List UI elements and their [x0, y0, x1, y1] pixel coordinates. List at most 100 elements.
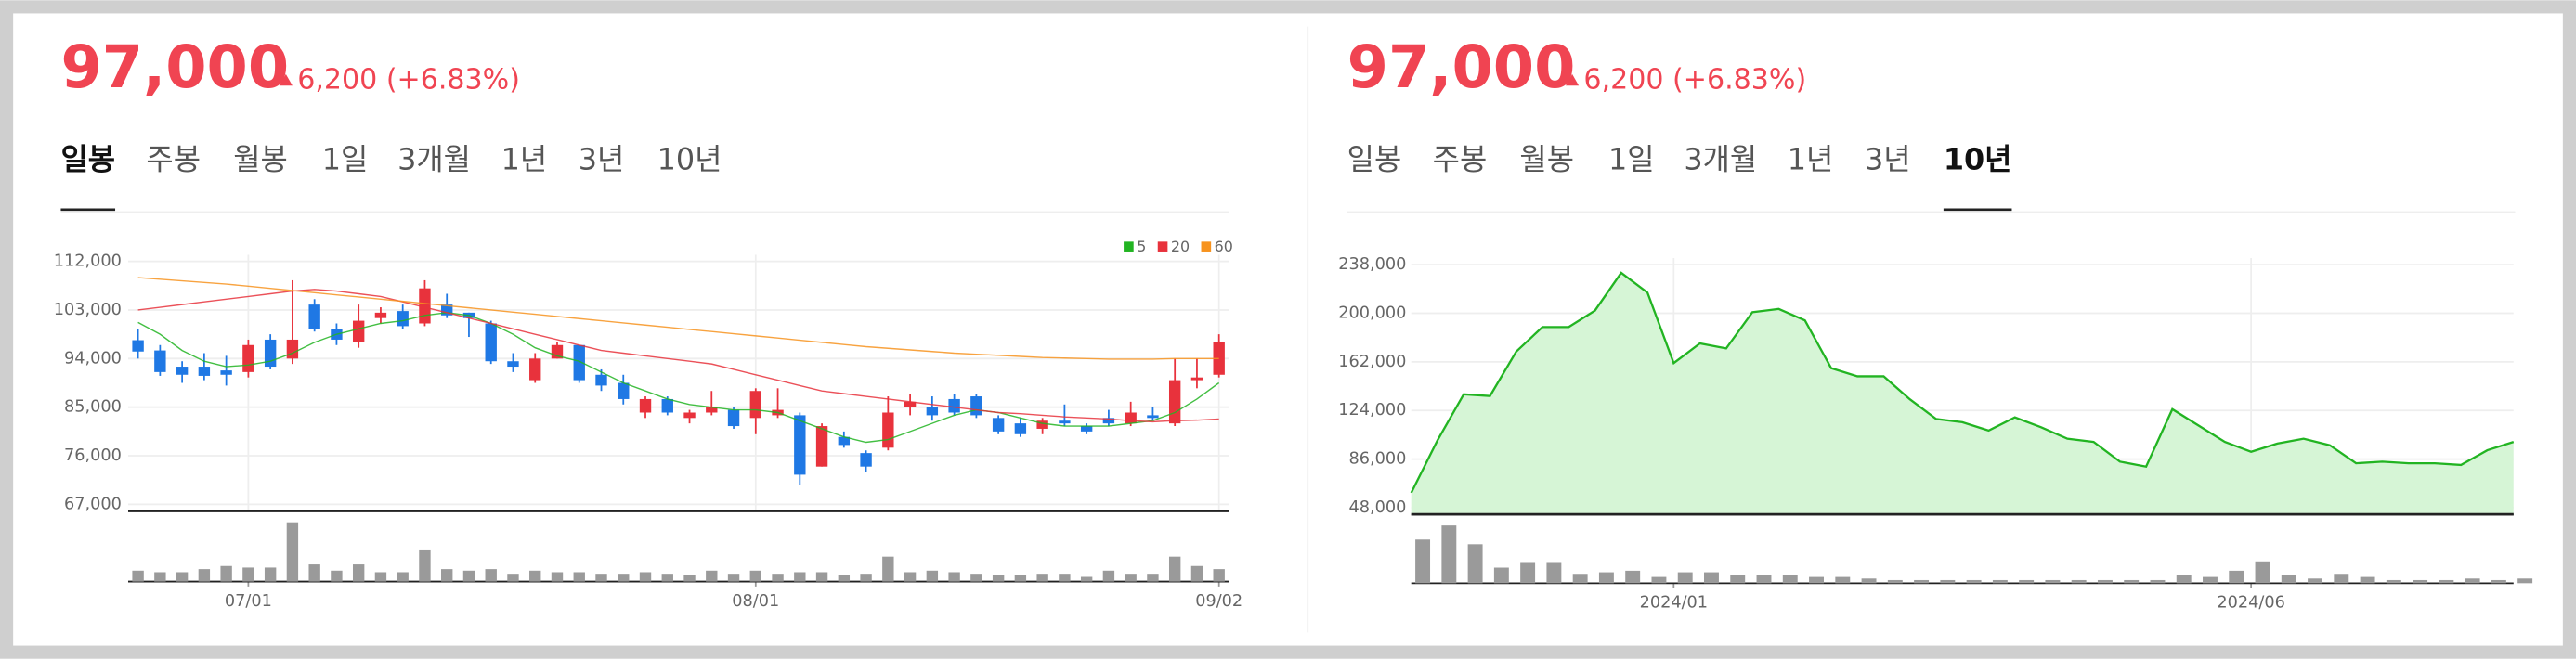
volume-bar — [904, 572, 917, 582]
candle-body — [1168, 380, 1181, 424]
volume-bar — [1102, 570, 1115, 582]
candle-body — [1125, 412, 1137, 424]
volume-bar — [1546, 562, 1562, 584]
volume-bar — [1520, 562, 1536, 584]
volume-bar — [706, 570, 718, 582]
volume-bar — [1625, 570, 1641, 584]
y-tick-label: 67,000 — [64, 495, 122, 513]
period-tab[interactable]: 주봉 — [146, 142, 201, 177]
volume-bar — [1125, 574, 1137, 582]
volume-bar — [419, 549, 431, 582]
volume-bar — [2439, 579, 2454, 584]
period-tab[interactable]: 일봉 — [1347, 142, 1402, 177]
y-tick-label: 103,000 — [54, 301, 122, 319]
volume-bar — [573, 572, 585, 582]
candle-body — [706, 407, 718, 413]
period-tab[interactable]: 3개월 — [1684, 142, 1757, 177]
volume-bar — [2150, 579, 2166, 584]
volume-bar — [2360, 576, 2375, 584]
volume-bar — [308, 564, 320, 582]
price-change: 6,200 (+6.83%) — [297, 63, 520, 96]
period-tab[interactable]: 월봉 — [1519, 142, 1574, 177]
period-tab[interactable]: 1년 — [501, 142, 548, 177]
volume-bar — [1809, 576, 1824, 584]
volume-bar — [1059, 574, 1071, 582]
volume-bar — [2203, 576, 2218, 584]
candle-body — [529, 358, 541, 381]
candle-body — [198, 367, 211, 376]
candle-body — [1213, 342, 1225, 375]
candle-body — [926, 407, 939, 416]
legend-label: 5 — [1137, 238, 1146, 255]
volume-bar — [2229, 570, 2244, 584]
volume-bar — [618, 574, 630, 582]
candle-body — [573, 344, 585, 381]
legend-label: 60 — [1215, 238, 1233, 255]
period-tab[interactable]: 3개월 — [397, 142, 471, 177]
candle-body — [242, 344, 254, 372]
y-tick-label: 238,000 — [1338, 255, 1406, 274]
y-tick-label: 200,000 — [1338, 304, 1406, 322]
volume-bar — [507, 574, 519, 582]
volume-bar — [1756, 575, 1772, 584]
volume-bar — [838, 575, 851, 582]
volume-bar — [441, 569, 453, 582]
volume-bar — [794, 572, 806, 582]
y-tick-label: 124,000 — [1338, 401, 1406, 420]
candle-body — [1190, 377, 1203, 381]
period-tab[interactable]: 일봉 — [60, 142, 115, 177]
candle-body — [727, 409, 740, 427]
volume-bar — [2491, 579, 2506, 584]
volume-bar — [529, 570, 541, 582]
volume-bar — [2045, 579, 2061, 584]
x-tick-label: 2024/01 — [1640, 594, 1708, 613]
volume-bar — [2176, 575, 2192, 584]
volume-bar — [2308, 578, 2323, 584]
volume-bar — [1835, 576, 1851, 584]
period-tab[interactable]: 1일 — [322, 142, 369, 177]
volume-bar — [1782, 575, 1798, 584]
volume-bar — [815, 572, 828, 582]
period-tab[interactable]: 1년 — [1788, 142, 1834, 177]
volume-bar — [331, 570, 343, 582]
period-tab[interactable]: 1일 — [1608, 142, 1655, 177]
volume-bar — [1036, 574, 1048, 582]
volume-bar — [2465, 578, 2480, 584]
volume-bar — [242, 567, 254, 582]
volume-bar — [352, 564, 365, 582]
price-change: 6,200 (+6.83%) — [1583, 63, 1806, 96]
candle-body — [882, 412, 894, 448]
moving-average-line — [137, 289, 1219, 423]
volume-bar — [1704, 572, 1719, 584]
candle-body — [904, 401, 917, 407]
period-tab[interactable]: 10년 — [1944, 142, 2012, 177]
candle-body — [154, 350, 166, 372]
candle-body — [352, 320, 365, 342]
volume-bar — [2517, 578, 2533, 584]
panel-background — [13, 13, 2563, 646]
period-tab[interactable]: 월봉 — [233, 142, 288, 177]
candle-body — [220, 370, 232, 375]
volume-bar — [2334, 574, 2349, 584]
period-tab[interactable]: 주봉 — [1433, 142, 1488, 177]
period-tab[interactable]: 3년 — [1865, 142, 1911, 177]
price-line — [1410, 271, 2515, 494]
period-tab[interactable]: 10년 — [657, 142, 722, 177]
volume-bar — [198, 569, 211, 582]
volume-bar — [286, 522, 299, 582]
y-tick-label: 76,000 — [64, 446, 122, 465]
volume-bar — [882, 556, 894, 582]
candle-body — [1080, 426, 1093, 432]
volume-bar — [1887, 579, 1903, 584]
volume-bar — [2281, 575, 2296, 584]
candle-body — [595, 374, 607, 386]
candle-body — [1102, 418, 1115, 424]
volume-bar — [926, 570, 939, 582]
candle-body — [1147, 415, 1159, 419]
period-tab[interactable]: 3년 — [579, 142, 625, 177]
price: 97,000 — [60, 33, 289, 102]
volume-bar — [2413, 579, 2428, 584]
candle-body — [308, 304, 320, 330]
volume-bar — [2255, 561, 2270, 584]
